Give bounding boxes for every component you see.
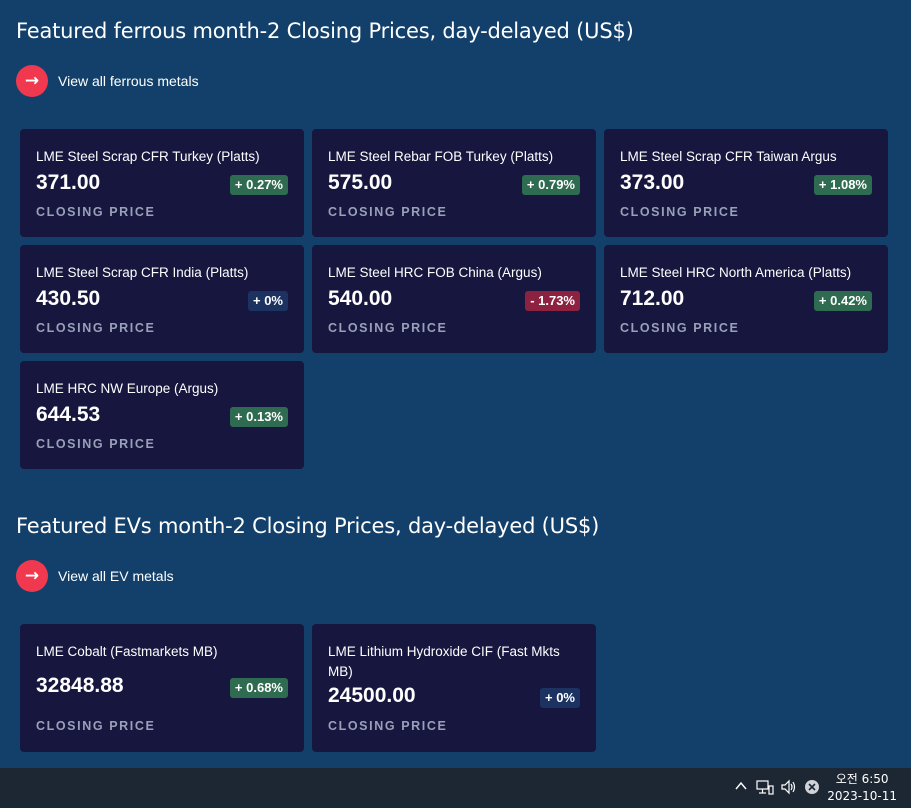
- ferrous-section-title: Featured ferrous month-2 Closing Prices,…: [16, 19, 634, 43]
- closing-price-label: CLOSING PRICE: [36, 321, 156, 335]
- price-card[interactable]: LME Steel Scrap CFR Turkey (Platts) 371.0…: [20, 129, 304, 237]
- card-price-value: 712.00: [620, 287, 685, 310]
- closing-price-label: CLOSING PRICE: [36, 719, 156, 733]
- closing-price-label: CLOSING PRICE: [328, 205, 448, 219]
- closing-price-label: CLOSING PRICE: [36, 205, 156, 219]
- price-card[interactable]: LME Cobalt (Fastmarkets MB) 32848.88 + 0.6…: [20, 624, 304, 752]
- card-price-value: 575.00: [328, 171, 393, 194]
- change-badge: + 0.27%: [229, 175, 288, 195]
- change-badge: + 0%: [540, 688, 580, 708]
- change-badge: + 0.79%: [521, 175, 580, 195]
- taskbar-date: 2023-10-11: [827, 789, 897, 803]
- closing-price-label: CLOSING PRICE: [328, 321, 448, 335]
- closing-price-label: CLOSING PRICE: [36, 437, 156, 451]
- card-price-value: 430.50: [36, 287, 101, 310]
- view-all-ev-label[interactable]: View all EV metals: [58, 568, 174, 584]
- price-card[interactable]: LME Steel HRC North America (Platts) 712.…: [604, 245, 888, 353]
- card-price-value: 32848.88: [36, 674, 124, 697]
- closing-price-label: CLOSING PRICE: [620, 321, 740, 335]
- price-card[interactable]: LME Steel Scrap CFR India (Platts) 430.50…: [20, 245, 304, 353]
- change-badge: + 0.13%: [229, 407, 288, 427]
- close-circle-icon[interactable]: [804, 779, 820, 799]
- view-all-ferrous-link[interactable]: → View all ferrous metals: [16, 65, 199, 97]
- card-metal-name: LME Steel Rebar FOB Turkey (Platts): [328, 149, 554, 164]
- card-price-value: 644.53: [36, 403, 101, 426]
- arrow-right-icon[interactable]: →: [16, 560, 48, 592]
- price-card[interactable]: LME Steel Rebar FOB Turkey (Platts) 575.0…: [312, 129, 596, 237]
- card-metal-name: LME Steel Scrap CFR Taiwan Argus: [620, 149, 837, 164]
- card-price-value: 371.00: [36, 171, 101, 194]
- card-metal-name: LME Steel HRC North America (Platts): [620, 265, 852, 280]
- taskbar: 오전 6:50 2023-10-11: [0, 768, 911, 808]
- change-badge: + 0.68%: [229, 678, 288, 698]
- price-card[interactable]: LME Steel Scrap CFR Taiwan Argus 373.00 + …: [604, 129, 888, 237]
- card-metal-name: LME Steel HRC FOB China (Argus): [328, 265, 542, 280]
- taskbar-clock[interactable]: 오전 6:50 2023-10-11: [827, 771, 897, 805]
- taskbar-time: 오전 6:50: [835, 772, 889, 786]
- arrow-right-icon[interactable]: →: [16, 65, 48, 97]
- ev-section-title: Featured EVs month-2 Closing Prices, day…: [16, 514, 600, 538]
- card-metal-name: LME Steel Scrap CFR India (Platts): [36, 265, 249, 280]
- volume-icon[interactable]: [780, 779, 798, 799]
- price-card[interactable]: LME Steel HRC FOB China (Argus) 540.00 - 1…: [312, 245, 596, 353]
- closing-price-label: CLOSING PRICE: [620, 205, 740, 219]
- card-metal-name: LME Lithium Hydroxide CIF (Fast Mkts MB): [328, 644, 560, 679]
- view-all-ev-link[interactable]: → View all EV metals: [16, 560, 174, 592]
- card-metal-name: LME Steel Scrap CFR Turkey (Platts): [36, 149, 260, 164]
- change-badge: + 0.42%: [813, 291, 872, 311]
- price-card[interactable]: LME HRC NW Europe (Argus) 644.53 + 0.13% CL…: [20, 361, 304, 469]
- card-metal-name: LME Cobalt (Fastmarkets MB): [36, 644, 218, 659]
- change-badge: + 0%: [248, 291, 288, 311]
- price-card[interactable]: LME Lithium Hydroxide CIF (Fast Mkts MB)…: [312, 624, 596, 752]
- view-all-ferrous-label[interactable]: View all ferrous metals: [58, 73, 199, 89]
- closing-price-label: CLOSING PRICE: [328, 719, 448, 733]
- chevron-up-icon[interactable]: [734, 779, 748, 797]
- card-price-value: 540.00: [328, 287, 393, 310]
- change-badge: + 1.08%: [813, 175, 872, 195]
- network-icon[interactable]: [756, 779, 774, 799]
- change-badge: - 1.73%: [525, 291, 580, 311]
- card-price-value: 24500.00: [328, 684, 416, 707]
- card-price-value: 373.00: [620, 171, 685, 194]
- card-metal-name: LME HRC NW Europe (Argus): [36, 381, 219, 396]
